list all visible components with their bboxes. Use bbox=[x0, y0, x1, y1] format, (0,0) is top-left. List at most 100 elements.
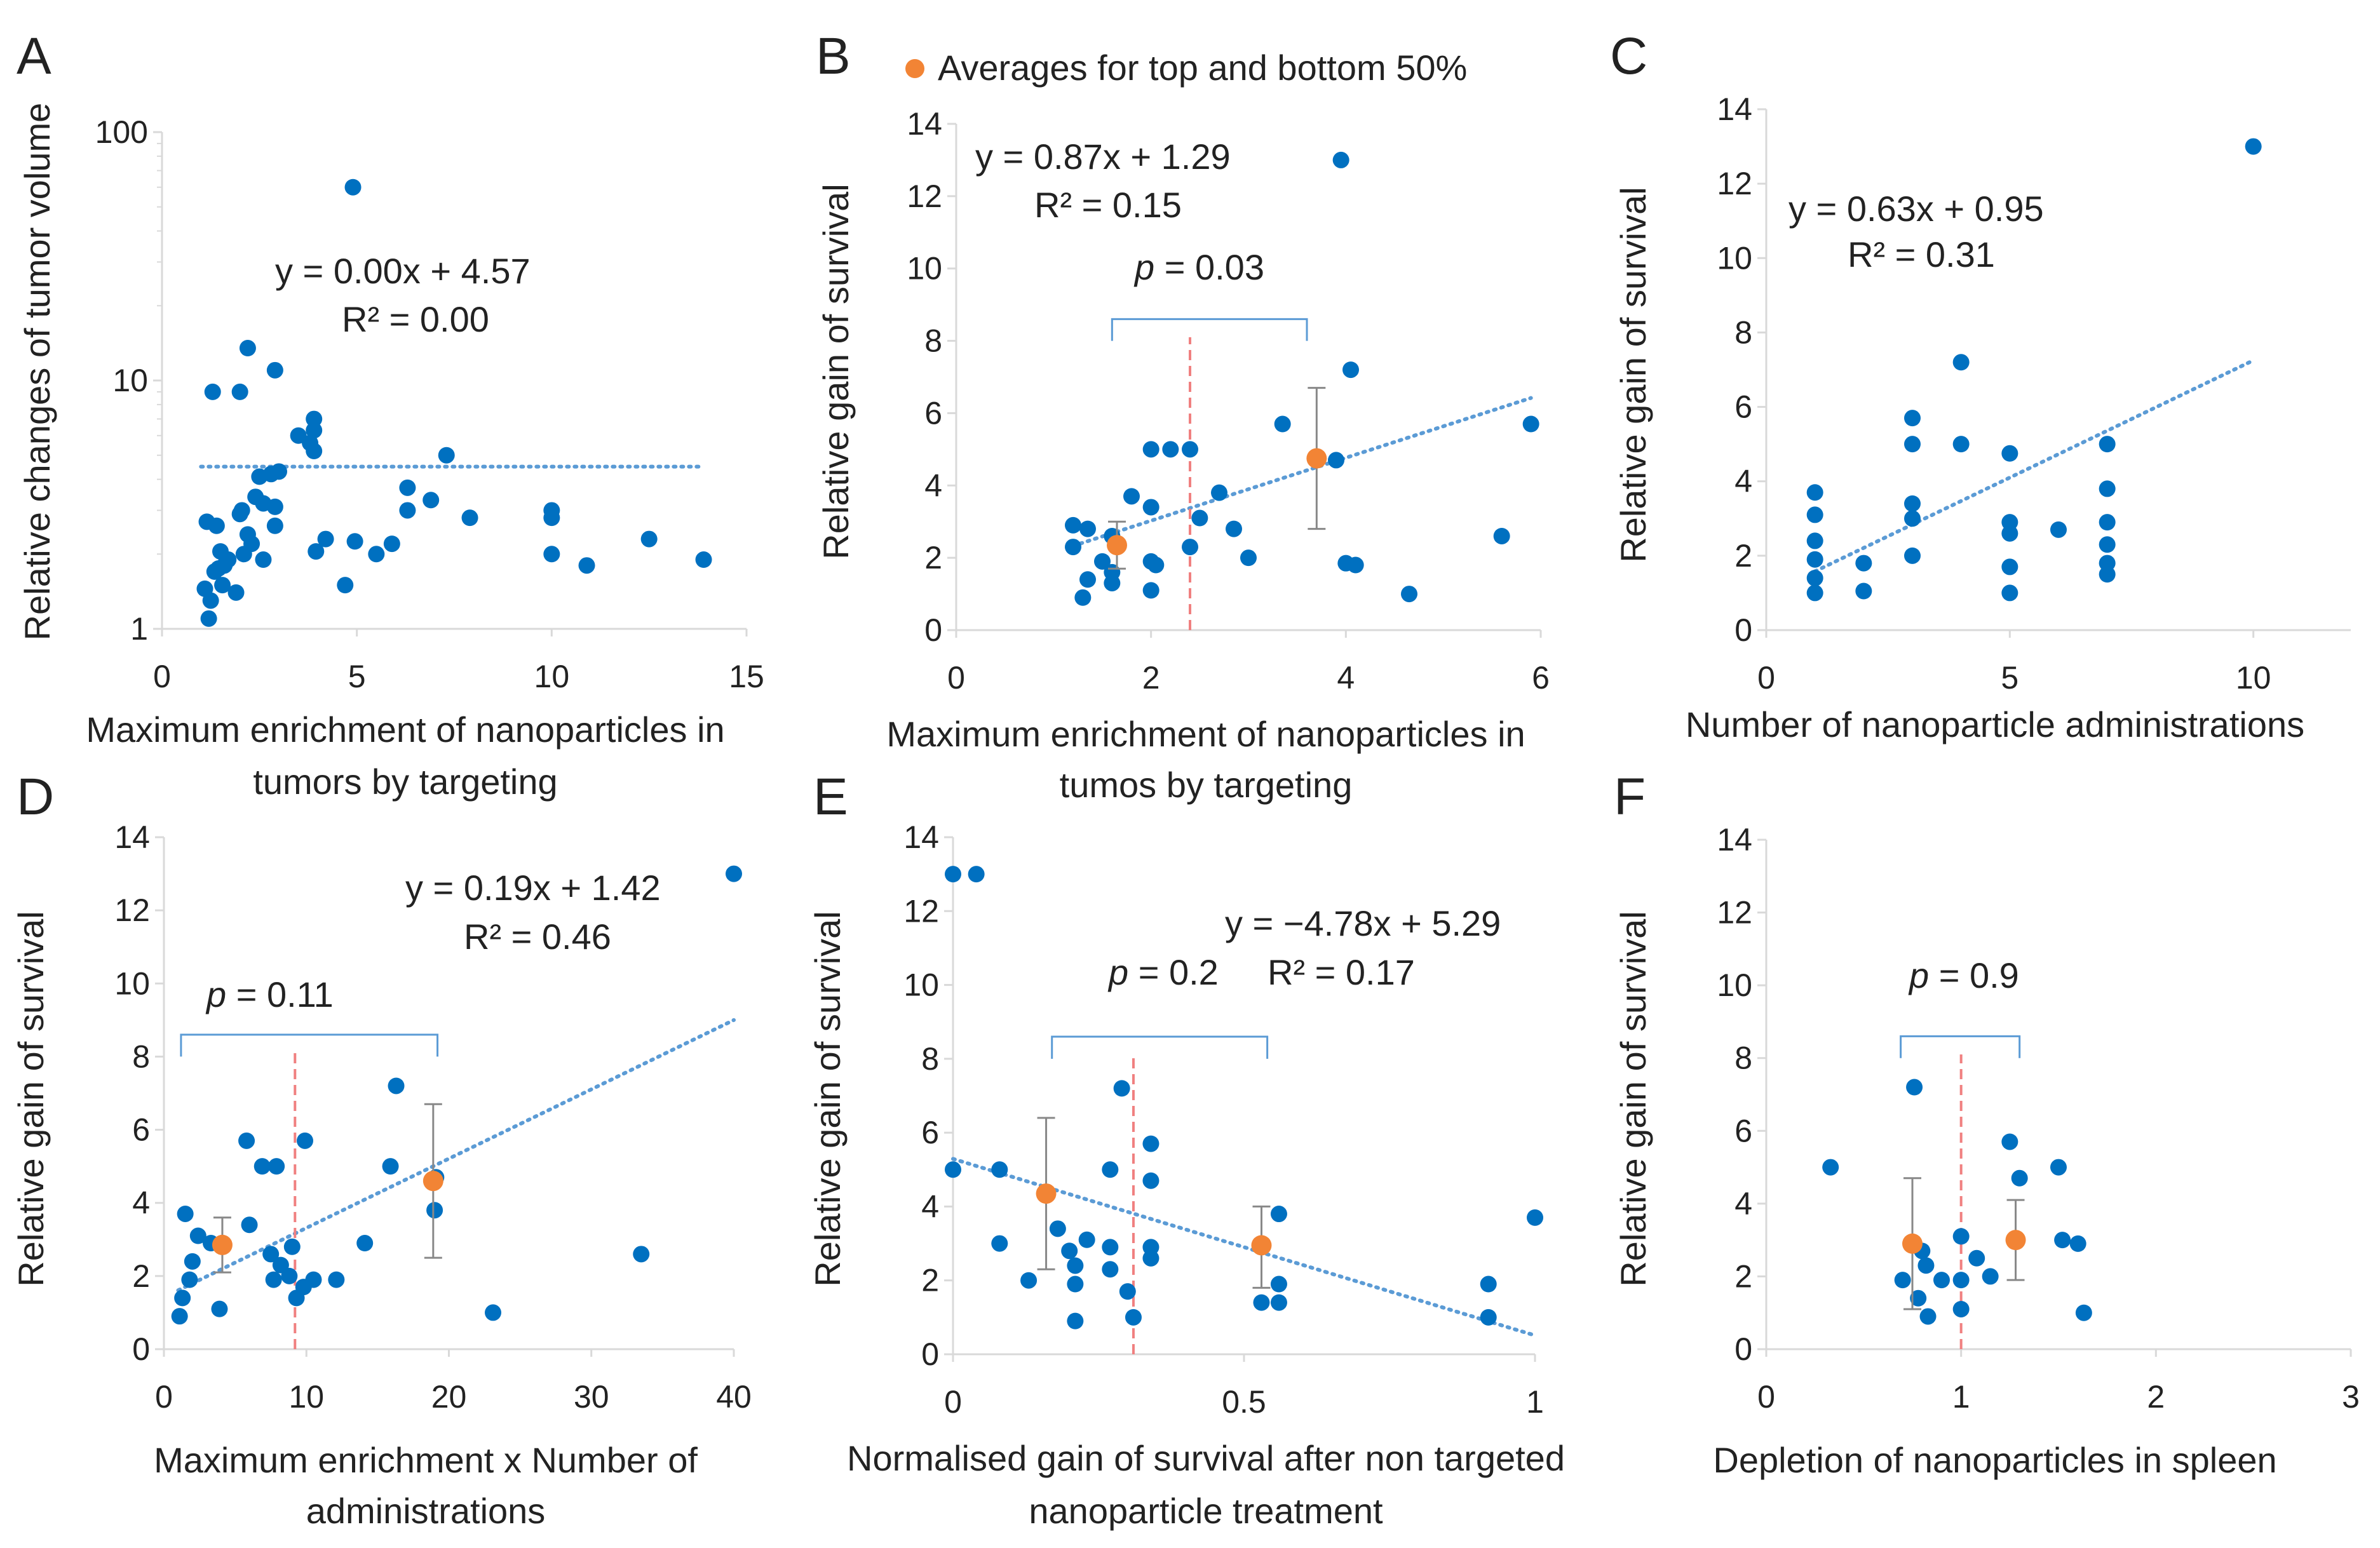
panel-c-data-point bbox=[1855, 582, 1872, 600]
panel-f-data-point bbox=[1910, 1289, 1927, 1307]
panel-b-r-squared: R² = 0.15 bbox=[1034, 185, 1182, 225]
panel-f-data-point bbox=[2075, 1304, 2092, 1321]
panel-c-data-point bbox=[1806, 484, 1823, 501]
panel-a-equation: y = 0.00x + 4.57 bbox=[275, 251, 531, 291]
panel-c-y-tick-label: 2 bbox=[1734, 538, 1752, 574]
panel-e-data-point bbox=[1270, 1275, 1287, 1293]
panel-c-data-point bbox=[1806, 532, 1823, 549]
panel-a-xlabel-line1: Maximum enrichment of nanoparticles in bbox=[86, 710, 724, 750]
panel-c-data-point bbox=[2099, 536, 2116, 553]
panel-a-data-point bbox=[266, 361, 283, 379]
panel-c-x-tick-label: 10 bbox=[2236, 660, 2271, 696]
panel-a-data-point bbox=[461, 509, 478, 527]
panel-f-x-tick-label: 0 bbox=[1757, 1379, 1775, 1415]
panel-a-data-point bbox=[695, 551, 712, 569]
panel-c-y-tick-label: 6 bbox=[1734, 389, 1752, 425]
panel-d-data-point bbox=[265, 1271, 282, 1288]
panel-d-data-point bbox=[184, 1253, 201, 1270]
panel-d-data-point bbox=[211, 1300, 228, 1317]
panel-d-y-tick-label: 6 bbox=[132, 1112, 150, 1148]
panel-a-data-point bbox=[399, 479, 416, 496]
panel-b-xlabel-line1: Maximum enrichment of nanoparticles in bbox=[886, 714, 1525, 754]
panel-b-data-point bbox=[1191, 509, 1208, 527]
panel-d-data-point bbox=[268, 1158, 285, 1175]
panel-c-plot: 0 2 4 6 8 10 12 14 0 5 10 bbox=[1717, 91, 2351, 696]
panel-f-data-point bbox=[2069, 1235, 2086, 1252]
panel-c-data-point bbox=[2001, 558, 2018, 575]
panel-d-data-point bbox=[281, 1267, 298, 1284]
panel-e-data-point bbox=[1061, 1242, 1078, 1260]
panel-e-y-tick-label: 2 bbox=[921, 1263, 939, 1298]
panel-c-data-point bbox=[1904, 495, 1921, 512]
panel-d-x-tick-label: 40 bbox=[716, 1379, 752, 1415]
panel-a-plot: 1 10 100 0 5 10 15 bbox=[95, 114, 764, 694]
panel-a-data-point bbox=[383, 535, 400, 553]
panel-c-y-tick-label: 8 bbox=[1734, 314, 1752, 350]
panel-b-data-point bbox=[1401, 586, 1417, 603]
panel-letter-b: B bbox=[816, 27, 851, 85]
panel-b-data-point bbox=[1274, 415, 1291, 433]
panel-c-data-point bbox=[2099, 480, 2116, 497]
panel-e-data-point bbox=[945, 866, 961, 883]
panel-a-data-point bbox=[200, 610, 217, 627]
panel-f-xlabel-line1: Depletion of nanoparticles in spleen bbox=[1713, 1440, 2276, 1480]
panel-d-trendline bbox=[176, 1018, 736, 1293]
panel-d-ylabel: Relative gain of survival bbox=[11, 911, 51, 1286]
panel-d-data-point bbox=[297, 1132, 314, 1149]
panel-a-x-tick-label: 10 bbox=[534, 659, 570, 694]
panel-a-data-point bbox=[337, 577, 354, 594]
panel-a-data-point bbox=[214, 577, 231, 594]
panel-a-data-point bbox=[438, 447, 455, 464]
panel-e-average-point bbox=[1036, 1183, 1057, 1204]
panel-a-data-point bbox=[368, 546, 385, 563]
panel-b-data-point bbox=[1493, 527, 1510, 544]
panel-a-data-point bbox=[344, 178, 362, 196]
panel-f-ylabel: Relative gain of survival bbox=[1613, 911, 1653, 1286]
panel-e-data-point bbox=[1480, 1309, 1497, 1326]
panel-e-data-point bbox=[1102, 1161, 1119, 1178]
panel-b-data-point bbox=[1347, 556, 1364, 574]
panel-b-data-point bbox=[1182, 539, 1198, 556]
panel-c-data-point bbox=[1904, 510, 1921, 527]
panel-b-x-tick-label: 6 bbox=[1532, 660, 1550, 696]
panel-d-x-tick-label: 30 bbox=[574, 1379, 609, 1415]
panel-e-r-squared: R² = 0.17 bbox=[1268, 952, 1415, 992]
panel-f-x-tick-label: 3 bbox=[2342, 1379, 2360, 1415]
panel-d-data-point bbox=[177, 1205, 194, 1222]
panel-e-data-point bbox=[1142, 1135, 1160, 1152]
panel-f-average-point bbox=[1902, 1233, 1923, 1254]
panel-f-data-point bbox=[2054, 1232, 2071, 1249]
panel-b-significance-bracket bbox=[1111, 318, 1308, 341]
panel-letter-e: E bbox=[813, 768, 848, 826]
legend: Averages for top and bottom 50% bbox=[905, 48, 1467, 88]
panel-c-data-point bbox=[1806, 551, 1823, 568]
panel-d-data-point bbox=[328, 1271, 345, 1288]
panel-a: A 1 10 100 0 5 10 15 y = 0.00x + 4.57 R² = 0.0… bbox=[17, 27, 764, 802]
panel-c-data-point bbox=[2245, 138, 2262, 155]
panel-c-data-point bbox=[2001, 525, 2018, 542]
panel-e-ylabel: Relative gain of survival bbox=[808, 911, 848, 1286]
panel-d-data-point bbox=[283, 1238, 301, 1255]
panel-e-y-tick-label: 0 bbox=[921, 1336, 939, 1372]
panel-d-data-point bbox=[171, 1308, 188, 1325]
panel-e-data-point bbox=[1102, 1239, 1119, 1256]
panel-e-y-tick-label: 6 bbox=[921, 1115, 939, 1150]
panel-d-y-tick-label: 10 bbox=[114, 966, 150, 1001]
panel-c-data-point bbox=[1952, 354, 1970, 371]
panel-b-y-tick-label: 4 bbox=[924, 468, 942, 503]
panel-b-trendline bbox=[1071, 396, 1533, 548]
panel-c-trendline bbox=[1813, 358, 2255, 574]
panel-b-xlabel-line2: tumos by targeting bbox=[1060, 765, 1353, 805]
panel-c-xlabel-line1: Number of nanoparticle administrations bbox=[1686, 704, 2304, 744]
panel-c-data-point bbox=[1904, 547, 1921, 564]
panel-f-y-tick-label: 14 bbox=[1717, 822, 1752, 858]
panel-a-data-point bbox=[231, 383, 248, 400]
panel-d-data-point bbox=[382, 1158, 399, 1175]
panel-a-data-point bbox=[266, 498, 283, 515]
panel-b-data-point bbox=[1328, 452, 1344, 469]
panel-d-data-point bbox=[633, 1246, 650, 1263]
panel-a-data-point bbox=[266, 517, 283, 534]
panel-e: E 0 2 4 6 8 10 12 14 0 0.5 1 y = −4.78x + 5.29 p =… bbox=[808, 768, 1565, 1531]
panel-b-data-point bbox=[1342, 361, 1359, 379]
